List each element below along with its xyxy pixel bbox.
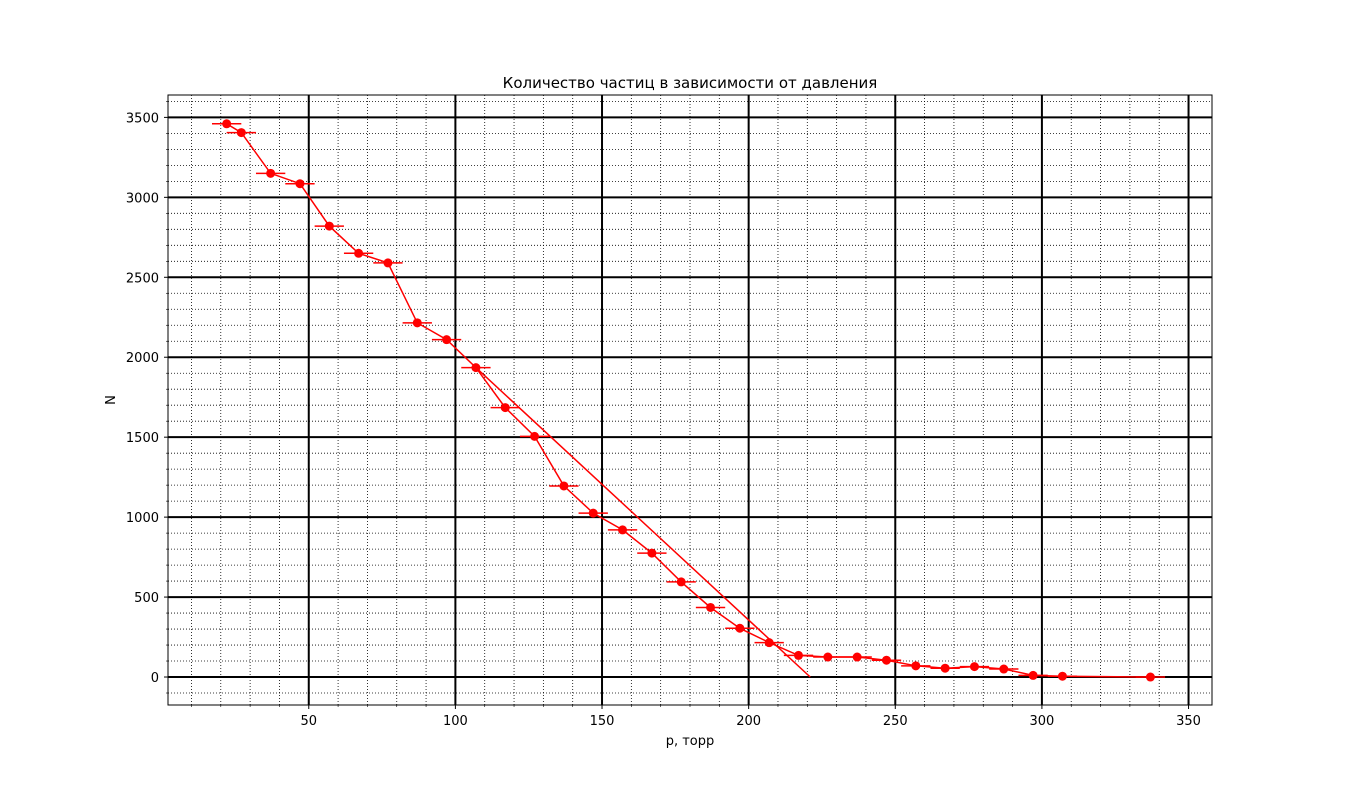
data-point bbox=[1057, 671, 1067, 681]
y-tick-label: 0 bbox=[151, 671, 159, 686]
data-line bbox=[226, 123, 1151, 678]
data-point bbox=[618, 525, 628, 535]
y-tick-label: 1500 bbox=[126, 431, 159, 446]
y-axis-label: N bbox=[104, 395, 119, 405]
plot-frame bbox=[167, 94, 1213, 706]
y-tick-label: 3000 bbox=[126, 191, 159, 206]
data-point bbox=[1145, 672, 1155, 682]
fit-line bbox=[475, 367, 811, 678]
data-point bbox=[647, 548, 657, 558]
data-point bbox=[676, 577, 686, 587]
data-point bbox=[852, 652, 862, 662]
grid-major bbox=[168, 95, 1212, 705]
x-tick-label: 300 bbox=[1029, 714, 1054, 729]
data-point bbox=[266, 168, 276, 178]
y-tick-label: 2500 bbox=[126, 271, 159, 286]
data-series bbox=[211, 119, 1166, 682]
data-point bbox=[588, 508, 598, 518]
x-axis-ticks: 50 100 150 200 250 300 350 bbox=[191, 705, 1201, 729]
data-point bbox=[706, 602, 716, 612]
data-point bbox=[324, 221, 334, 231]
data-point bbox=[911, 661, 921, 671]
data-point bbox=[999, 664, 1009, 674]
x-tick-label: 350 bbox=[1176, 714, 1201, 729]
data-point bbox=[530, 431, 540, 441]
data-point bbox=[354, 248, 364, 258]
chart-title: Количество частиц в зависимости от давле… bbox=[503, 74, 878, 92]
y-tick-label: 3500 bbox=[126, 111, 159, 126]
data-point bbox=[1028, 670, 1038, 680]
data-point bbox=[236, 128, 246, 138]
x-tick-label: 200 bbox=[736, 714, 761, 729]
data-point bbox=[969, 662, 979, 672]
data-point bbox=[794, 650, 804, 660]
data-point bbox=[735, 623, 745, 633]
y-tick-label: 1000 bbox=[126, 511, 159, 526]
y-tick-label: 500 bbox=[134, 591, 159, 606]
x-tick-label: 100 bbox=[443, 714, 468, 729]
x-tick-label: 50 bbox=[300, 714, 317, 729]
data-point bbox=[500, 403, 510, 413]
data-point bbox=[383, 258, 393, 268]
data-point bbox=[940, 663, 950, 673]
data-point bbox=[881, 655, 891, 665]
x-axis-label: p, торр bbox=[666, 734, 715, 749]
y-tick-label: 2000 bbox=[126, 351, 159, 366]
y-axis-ticks: 0 500 1000 1500 2000 2500 3000 3500 bbox=[126, 101, 168, 694]
data-point bbox=[412, 318, 422, 328]
grid-minor bbox=[168, 95, 1212, 705]
x-tick-label: 250 bbox=[883, 714, 908, 729]
data-point bbox=[442, 335, 452, 345]
data-point bbox=[295, 179, 305, 189]
data-point bbox=[559, 481, 569, 491]
data-point bbox=[222, 119, 232, 129]
data-point bbox=[823, 652, 833, 662]
x-tick-label: 150 bbox=[590, 714, 615, 729]
